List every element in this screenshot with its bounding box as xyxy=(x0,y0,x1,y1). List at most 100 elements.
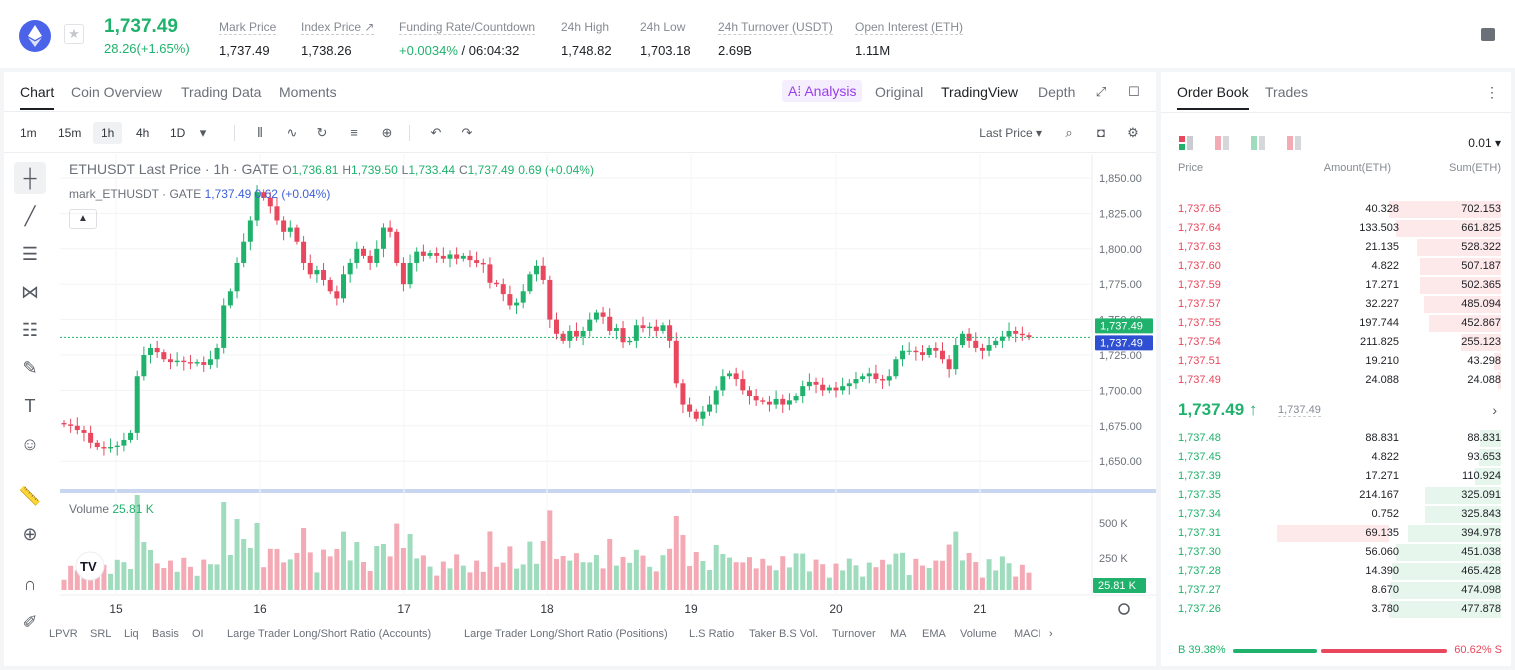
indicator-taker-vol[interactable]: Taker B.S Vol. xyxy=(749,628,819,640)
tab-ai-analysis[interactable]: A⁞ Analysis xyxy=(782,80,863,102)
stat-open-interest[interactable]: Open Interest (ETH) 1.11M xyxy=(855,20,964,58)
bid-row[interactable]: 1,737.31 69.135 394.978 xyxy=(1161,524,1511,543)
ask-row[interactable]: 1,737.54 211.825 255.123 xyxy=(1161,333,1511,352)
indicator-ls-positions[interactable]: Large Trader Long/Short Ratio (Positions… xyxy=(464,628,668,640)
tab-depth[interactable]: Depth xyxy=(1038,84,1076,100)
ask-row[interactable]: 1,737.64 133.503 661.825 xyxy=(1161,219,1511,238)
tab-trades[interactable]: Trades xyxy=(1265,84,1309,100)
ruler-icon[interactable]: 📏 xyxy=(18,485,42,506)
indicator-oi[interactable]: OI xyxy=(192,628,204,640)
last-price-tag xyxy=(1095,318,1153,334)
volume-bar xyxy=(314,572,320,590)
undo-icon[interactable]: ↶ xyxy=(430,125,442,140)
timeframe-1m[interactable]: 1m xyxy=(20,126,37,140)
chevron-right-icon[interactable]: › xyxy=(1492,402,1497,418)
candle-body xyxy=(254,192,260,221)
price-type-select[interactable]: Last Price ▾ xyxy=(979,126,1042,140)
text-tool-icon[interactable]: T xyxy=(24,395,36,416)
ask-row[interactable]: 1,737.65 40.328 702.153 xyxy=(1161,200,1511,219)
tab-original[interactable]: Original xyxy=(875,84,924,100)
indicator-lpvr[interactable]: LPVR xyxy=(49,628,78,640)
bid-row[interactable]: 1,737.45 4.822 93.653 xyxy=(1161,448,1511,467)
add-indicator-icon[interactable]: ⊕ xyxy=(381,125,393,140)
camera-icon[interactable]: ◘ xyxy=(1097,125,1105,140)
indicators-icon[interactable]: ∿ xyxy=(286,125,298,140)
ask-row[interactable]: 1,737.55 197.744 452.867 xyxy=(1161,314,1511,333)
bid-sum: 394.978 xyxy=(1461,527,1501,539)
bid-row[interactable]: 1,737.34 0.752 325.843 xyxy=(1161,505,1511,524)
ask-row[interactable]: 1,737.60 4.822 507.187 xyxy=(1161,257,1511,276)
pattern-icon[interactable]: ⋈ xyxy=(21,281,39,302)
ask-depth-bar xyxy=(1417,239,1501,256)
ask-row[interactable]: 1,737.51 19.210 43.298 xyxy=(1161,352,1511,371)
ask-row[interactable]: 1,737.49 24.088 24.088 xyxy=(1161,371,1511,390)
window-icon[interactable]: ☐ xyxy=(1128,84,1140,99)
timeframe-1d[interactable]: 1D xyxy=(170,126,186,140)
stat-mark-price[interactable]: Mark Price 1,737.49 xyxy=(219,20,277,58)
fib-icon[interactable]: ☷ xyxy=(21,319,39,340)
indicator-ema[interactable]: EMA xyxy=(922,628,946,640)
fullscreen-icon[interactable]: ⤢ xyxy=(1095,84,1107,99)
timeframe-4h[interactable]: 4h xyxy=(136,126,150,140)
timeframe-15m[interactable]: 15m xyxy=(58,126,82,140)
view-both-icon[interactable] xyxy=(1179,136,1193,150)
brush-icon[interactable]: ✎ xyxy=(22,357,38,378)
indicator-ma[interactable]: MA xyxy=(890,628,907,640)
tab-trading-data[interactable]: Trading Data xyxy=(181,84,262,100)
replay-icon[interactable]: ↻ xyxy=(316,125,328,140)
gear-icon[interactable]: ⚙ xyxy=(1127,125,1139,140)
collapse-legend-button[interactable]: ▲ xyxy=(69,209,97,229)
redo-icon[interactable]: ↷ xyxy=(461,125,473,140)
indicator-ls-ratio[interactable]: L.S Ratio xyxy=(689,628,735,640)
horizontal-lines-icon[interactable]: ☰ xyxy=(21,243,39,264)
indicator-macd[interactable]: MACD xyxy=(1014,628,1040,640)
tab-chart[interactable]: Chart xyxy=(20,84,55,110)
stat-funding-rate[interactable]: Funding Rate/Countdown +0.0034% / 06:04:… xyxy=(399,20,536,58)
bid-row[interactable]: 1,737.27 8.670 474.098 xyxy=(1161,581,1511,600)
candlestick-chart[interactable]: 1,850.001,825.001,800.001,775.001,750.00… xyxy=(4,72,1156,666)
indicator-volume[interactable]: Volume xyxy=(960,628,997,640)
ask-row[interactable]: 1,737.57 32.227 485.094 xyxy=(1161,295,1511,314)
indicator-basis[interactable]: Basis xyxy=(152,628,179,640)
tab-moments[interactable]: Moments xyxy=(279,84,337,100)
crosshair-icon[interactable]: ┼ xyxy=(14,162,46,194)
tab-tradingview[interactable]: TradingView xyxy=(941,84,1019,100)
tab-order-book[interactable]: Order Book xyxy=(1177,84,1249,110)
template-icon[interactable]: ≡ xyxy=(350,125,358,140)
stat-24h-turnover[interactable]: 24h Turnover (USDT) 2.69B xyxy=(718,20,833,58)
magnet-icon[interactable]: ∩ xyxy=(23,573,37,594)
precision-select[interactable]: 0.01 ▾ xyxy=(1468,136,1501,150)
view-asks-only-icon[interactable] xyxy=(1287,136,1301,150)
candle-type-icon[interactable]: ⫴ xyxy=(257,125,263,140)
view-asks-icon[interactable] xyxy=(1215,136,1229,150)
zoom-in-icon[interactable]: ⊕ xyxy=(22,523,38,544)
ask-row[interactable]: 1,737.63 21.135 528.322 xyxy=(1161,238,1511,257)
bid-row[interactable]: 1,737.26 3.780 477.878 xyxy=(1161,600,1511,619)
search-icon[interactable]: ⌕ xyxy=(1065,125,1073,140)
ask-row[interactable]: 1,737.59 17.271 502.365 xyxy=(1161,276,1511,295)
emoji-icon[interactable]: ☺ xyxy=(20,433,40,454)
bid-row[interactable]: 1,737.35 214.167 325.091 xyxy=(1161,486,1511,505)
tab-coin-overview[interactable]: Coin Overview xyxy=(71,84,163,100)
bid-row[interactable]: 1,737.39 17.271 110.924 xyxy=(1161,467,1511,486)
chart-legend: ETHUSDT Last Price · 1h · GATE O1,736.81… xyxy=(69,161,594,177)
bid-row[interactable]: 1,737.48 88.831 88.831 xyxy=(1161,429,1511,448)
stat-index-price[interactable]: Index Price ↗ 1,738.26 xyxy=(301,20,375,58)
indicator-srl[interactable]: SRL xyxy=(90,628,112,640)
book-icon[interactable] xyxy=(1481,28,1495,41)
more-options-icon[interactable]: ⋮ xyxy=(1485,84,1499,100)
trendline-icon[interactable]: ╱ xyxy=(24,205,36,226)
candle-body xyxy=(187,362,193,364)
indicator-liq[interactable]: Liq xyxy=(124,628,139,640)
bid-row[interactable]: 1,737.28 14.390 465.428 xyxy=(1161,562,1511,581)
view-bids-icon[interactable] xyxy=(1251,136,1265,150)
indicator-ls-accounts[interactable]: Large Trader Long/Short Ratio (Accounts) xyxy=(227,628,432,640)
chevron-right-icon[interactable]: › xyxy=(1049,628,1053,640)
chevron-down-icon[interactable]: ▾ xyxy=(199,125,207,140)
favorite-star-icon[interactable]: ★ xyxy=(64,24,84,44)
timeframe-1h[interactable]: 1h xyxy=(93,122,123,144)
bid-row[interactable]: 1,737.30 56.060 451.038 xyxy=(1161,543,1511,562)
indicator-turnover[interactable]: Turnover xyxy=(832,628,876,640)
pencil-lock-icon[interactable]: ✐ xyxy=(22,611,38,632)
legend-high: 1,739.50 xyxy=(351,163,398,177)
